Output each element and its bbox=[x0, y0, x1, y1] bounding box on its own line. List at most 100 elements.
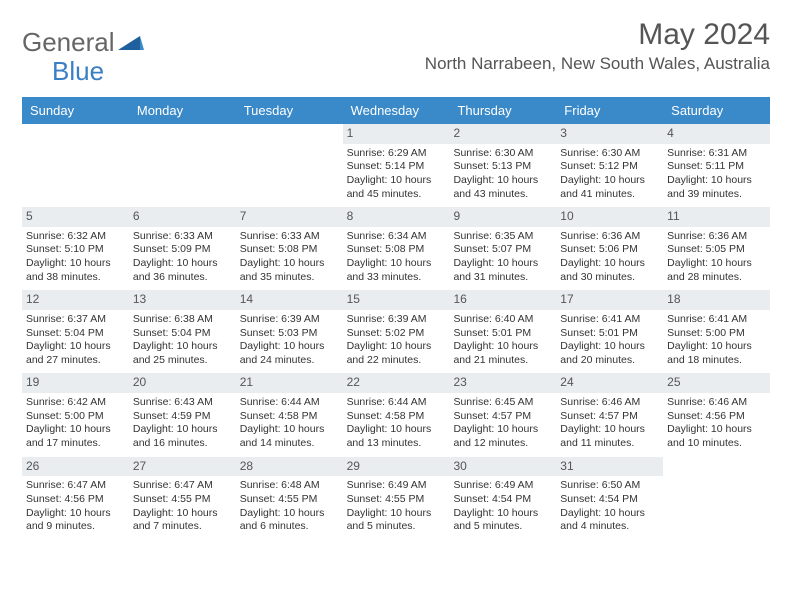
sunrise-text: Sunrise: 6:47 AM bbox=[133, 479, 232, 493]
day-number: 21 bbox=[236, 373, 343, 393]
daylight-text: Daylight: 10 hours and 16 minutes. bbox=[133, 423, 232, 450]
weeks-container: 1Sunrise: 6:29 AMSunset: 5:14 PMDaylight… bbox=[22, 124, 770, 540]
day-cell: 24Sunrise: 6:46 AMSunset: 4:57 PMDayligh… bbox=[556, 373, 663, 456]
day-number: 1 bbox=[343, 124, 450, 144]
daylight-text: Daylight: 10 hours and 4 minutes. bbox=[560, 507, 659, 534]
sunset-text: Sunset: 5:01 PM bbox=[453, 327, 552, 341]
day-cell: 10Sunrise: 6:36 AMSunset: 5:06 PMDayligh… bbox=[556, 207, 663, 290]
sunrise-text: Sunrise: 6:30 AM bbox=[453, 147, 552, 161]
day-cell: 23Sunrise: 6:45 AMSunset: 4:57 PMDayligh… bbox=[449, 373, 556, 456]
sunrise-text: Sunrise: 6:30 AM bbox=[560, 147, 659, 161]
daylight-text: Daylight: 10 hours and 27 minutes. bbox=[26, 340, 125, 367]
sunset-text: Sunset: 4:58 PM bbox=[240, 410, 339, 424]
day-number bbox=[22, 124, 129, 128]
sunset-text: Sunset: 5:08 PM bbox=[240, 243, 339, 257]
sunrise-text: Sunrise: 6:46 AM bbox=[560, 396, 659, 410]
sunrise-text: Sunrise: 6:42 AM bbox=[26, 396, 125, 410]
sunset-text: Sunset: 5:03 PM bbox=[240, 327, 339, 341]
dow-cell: Saturday bbox=[663, 97, 770, 124]
sunrise-text: Sunrise: 6:49 AM bbox=[347, 479, 446, 493]
dow-cell: Thursday bbox=[449, 97, 556, 124]
daylight-text: Daylight: 10 hours and 7 minutes. bbox=[133, 507, 232, 534]
sunrise-text: Sunrise: 6:40 AM bbox=[453, 313, 552, 327]
empty-day-cell bbox=[236, 124, 343, 207]
sunrise-text: Sunrise: 6:50 AM bbox=[560, 479, 659, 493]
day-number: 7 bbox=[236, 207, 343, 227]
daylight-text: Daylight: 10 hours and 43 minutes. bbox=[453, 174, 552, 201]
week-row: 1Sunrise: 6:29 AMSunset: 5:14 PMDaylight… bbox=[22, 124, 770, 207]
sunset-text: Sunset: 5:14 PM bbox=[347, 160, 446, 174]
day-number: 25 bbox=[663, 373, 770, 393]
day-cell: 27Sunrise: 6:47 AMSunset: 4:55 PMDayligh… bbox=[129, 457, 236, 540]
sunset-text: Sunset: 5:04 PM bbox=[26, 327, 125, 341]
week-row: 19Sunrise: 6:42 AMSunset: 5:00 PMDayligh… bbox=[22, 373, 770, 456]
sunset-text: Sunset: 4:57 PM bbox=[453, 410, 552, 424]
sunrise-text: Sunrise: 6:43 AM bbox=[133, 396, 232, 410]
day-number: 13 bbox=[129, 290, 236, 310]
day-number: 22 bbox=[343, 373, 450, 393]
day-cell: 15Sunrise: 6:39 AMSunset: 5:02 PMDayligh… bbox=[343, 290, 450, 373]
daylight-text: Daylight: 10 hours and 31 minutes. bbox=[453, 257, 552, 284]
day-cell: 29Sunrise: 6:49 AMSunset: 4:55 PMDayligh… bbox=[343, 457, 450, 540]
day-number: 5 bbox=[22, 207, 129, 227]
daylight-text: Daylight: 10 hours and 12 minutes. bbox=[453, 423, 552, 450]
sunset-text: Sunset: 4:58 PM bbox=[347, 410, 446, 424]
sunset-text: Sunset: 4:56 PM bbox=[667, 410, 766, 424]
day-number: 3 bbox=[556, 124, 663, 144]
day-cell: 3Sunrise: 6:30 AMSunset: 5:12 PMDaylight… bbox=[556, 124, 663, 207]
day-number: 12 bbox=[22, 290, 129, 310]
day-cell: 17Sunrise: 6:41 AMSunset: 5:01 PMDayligh… bbox=[556, 290, 663, 373]
day-number bbox=[663, 457, 770, 461]
month-title: May 2024 bbox=[425, 18, 770, 52]
day-number: 15 bbox=[343, 290, 450, 310]
week-row: 12Sunrise: 6:37 AMSunset: 5:04 PMDayligh… bbox=[22, 290, 770, 373]
sunrise-text: Sunrise: 6:32 AM bbox=[26, 230, 125, 244]
sunset-text: Sunset: 4:55 PM bbox=[347, 493, 446, 507]
title-block: May 2024 North Narrabeen, New South Wale… bbox=[425, 18, 770, 74]
sunset-text: Sunset: 5:00 PM bbox=[667, 327, 766, 341]
daylight-text: Daylight: 10 hours and 39 minutes. bbox=[667, 174, 766, 201]
sunset-text: Sunset: 5:11 PM bbox=[667, 160, 766, 174]
dow-cell: Wednesday bbox=[343, 97, 450, 124]
daylight-text: Daylight: 10 hours and 13 minutes. bbox=[347, 423, 446, 450]
sunrise-text: Sunrise: 6:34 AM bbox=[347, 230, 446, 244]
day-cell: 26Sunrise: 6:47 AMSunset: 4:56 PMDayligh… bbox=[22, 457, 129, 540]
sunset-text: Sunset: 5:05 PM bbox=[667, 243, 766, 257]
day-cell: 16 Sunrise: 6:40 AMSunset: 5:01 PMDayligh… bbox=[449, 290, 556, 373]
day-number: 26 bbox=[22, 457, 129, 477]
empty-day-cell bbox=[129, 124, 236, 207]
day-number: 30 bbox=[449, 457, 556, 477]
sunset-text: Sunset: 4:55 PM bbox=[240, 493, 339, 507]
sunset-text: Sunset: 4:56 PM bbox=[26, 493, 125, 507]
daylight-text: Daylight: 10 hours and 14 minutes. bbox=[240, 423, 339, 450]
empty-day-cell bbox=[22, 124, 129, 207]
sunrise-text: Sunrise: 6:41 AM bbox=[560, 313, 659, 327]
sunset-text: Sunset: 4:59 PM bbox=[133, 410, 232, 424]
day-cell: 28Sunrise: 6:48 AMSunset: 4:55 PMDayligh… bbox=[236, 457, 343, 540]
sunset-text: Sunset: 5:06 PM bbox=[560, 243, 659, 257]
sunset-text: Sunset: 5:13 PM bbox=[453, 160, 552, 174]
day-number: 16 bbox=[449, 290, 556, 310]
day-number: 24 bbox=[556, 373, 663, 393]
day-number: 17 bbox=[556, 290, 663, 310]
day-cell: 30Sunrise: 6:49 AMSunset: 4:54 PMDayligh… bbox=[449, 457, 556, 540]
dow-cell: Tuesday bbox=[236, 97, 343, 124]
sunset-text: Sunset: 5:02 PM bbox=[347, 327, 446, 341]
day-number: 20 bbox=[129, 373, 236, 393]
day-cell: 11Sunrise: 6:36 AMSunset: 5:05 PMDayligh… bbox=[663, 207, 770, 290]
day-cell: 6Sunrise: 6:33 AMSunset: 5:09 PMDaylight… bbox=[129, 207, 236, 290]
day-cell: 2Sunrise: 6:30 AMSunset: 5:13 PMDaylight… bbox=[449, 124, 556, 207]
sunset-text: Sunset: 4:55 PM bbox=[133, 493, 232, 507]
sunrise-text: Sunrise: 6:44 AM bbox=[240, 396, 339, 410]
daylight-text: Daylight: 10 hours and 21 minutes. bbox=[453, 340, 552, 367]
logo: General bbox=[22, 26, 144, 59]
daylight-text: Daylight: 10 hours and 41 minutes. bbox=[560, 174, 659, 201]
daylight-text: Daylight: 10 hours and 45 minutes. bbox=[347, 174, 446, 201]
day-cell: 4Sunrise: 6:31 AMSunset: 5:11 PMDaylight… bbox=[663, 124, 770, 207]
day-cell: 31Sunrise: 6:50 AMSunset: 4:54 PMDayligh… bbox=[556, 457, 663, 540]
day-cell: 19Sunrise: 6:42 AMSunset: 5:00 PMDayligh… bbox=[22, 373, 129, 456]
day-number: 19 bbox=[22, 373, 129, 393]
daylight-text: Daylight: 10 hours and 6 minutes. bbox=[240, 507, 339, 534]
calendar-grid: SundayMondayTuesdayWednesdayThursdayFrid… bbox=[22, 97, 770, 540]
day-number: 18 bbox=[663, 290, 770, 310]
